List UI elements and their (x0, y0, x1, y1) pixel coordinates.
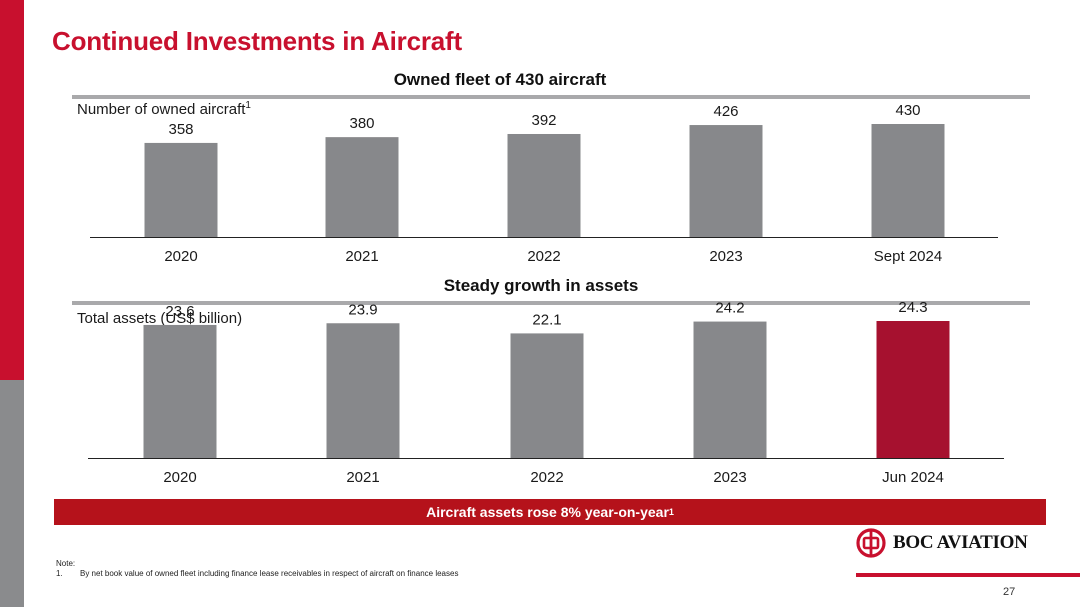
page-number: 27 (1003, 586, 1016, 598)
fleet-metric-label: Number of owned aircraft1 (77, 100, 251, 118)
logo-underline (856, 573, 1080, 577)
assets-metric-label: Total assets (US$ billion) (77, 310, 243, 327)
chart1-value-label-2: 392 (531, 112, 556, 129)
boc-aviation-logo: BOC AVIATION (856, 528, 1028, 558)
chart2-category-label-4: Jun 2024 (882, 469, 944, 486)
banner-text: Aircraft assets rose 8% year-on-year (426, 504, 669, 520)
logo-text: BOC AVIATION (893, 532, 1028, 553)
chart2-value-label-2: 22.1 (532, 311, 561, 328)
chart1-category-label-0: 2020 (164, 248, 197, 265)
assets-section-title: Steady growth in assets (443, 276, 639, 295)
fleet-footnote-marker: 1 (245, 100, 251, 111)
fleet-section-rule (72, 95, 1030, 99)
chart1-bar-2 (507, 133, 581, 237)
chart1-bar-3 (689, 125, 763, 237)
fleet-section-title: Owned fleet of 430 aircraft (393, 70, 607, 89)
side-accent-red (0, 0, 24, 380)
highlight-banner: Aircraft assets rose 8% year-on-year 1 (54, 499, 1046, 525)
chart1-category-label-4: Sept 2024 (874, 248, 942, 265)
assets-section-rule (72, 301, 1030, 305)
chart1-value-label-3: 426 (713, 103, 738, 120)
chart2-category-label-1: 2021 (346, 469, 379, 486)
chart1-category-label-1: 2021 (345, 248, 378, 265)
chart1-value-label-0: 358 (168, 121, 193, 138)
chart2-bar-1 (326, 323, 400, 458)
boc-logo-icon (856, 528, 886, 558)
chart1-bar-0 (144, 142, 218, 237)
chart1-category-label-3: 2023 (709, 248, 742, 265)
chart2-value-label-4: 24.3 (898, 299, 927, 316)
chart1-value-label-4: 430 (895, 102, 920, 119)
chart1-value-label-1: 380 (349, 115, 374, 132)
note-item-number: 1. (56, 569, 63, 578)
chart2-category-label-3: 2023 (713, 469, 746, 486)
chart1-bar-1 (325, 137, 399, 237)
note-heading: Note: (56, 559, 76, 568)
chart2-category-label-2: 2022 (530, 469, 563, 486)
chart1-category-label-2: 2022 (527, 248, 560, 265)
slide-title: Continued Investments in Aircraft (52, 26, 462, 56)
chart2-category-label-0: 2020 (163, 469, 196, 486)
side-accent-grey (0, 380, 24, 607)
chart2-value-label-0: 23.6 (165, 303, 194, 320)
banner-footnote-marker: 1 (668, 507, 674, 517)
note-item-text: By net book value of owned fleet includi… (80, 569, 459, 578)
chart2-bar-4 (876, 321, 950, 458)
chart2-bar-3 (693, 321, 767, 458)
note-item: 1. By net book value of owned fleet inclu… (56, 569, 458, 578)
chart1-bar-4 (871, 124, 945, 237)
chart2-bar-2 (510, 333, 584, 458)
chart2-bar-0 (143, 324, 217, 458)
chart2-value-label-1: 23.9 (348, 301, 377, 318)
chart2-value-label-3: 24.2 (715, 300, 744, 317)
